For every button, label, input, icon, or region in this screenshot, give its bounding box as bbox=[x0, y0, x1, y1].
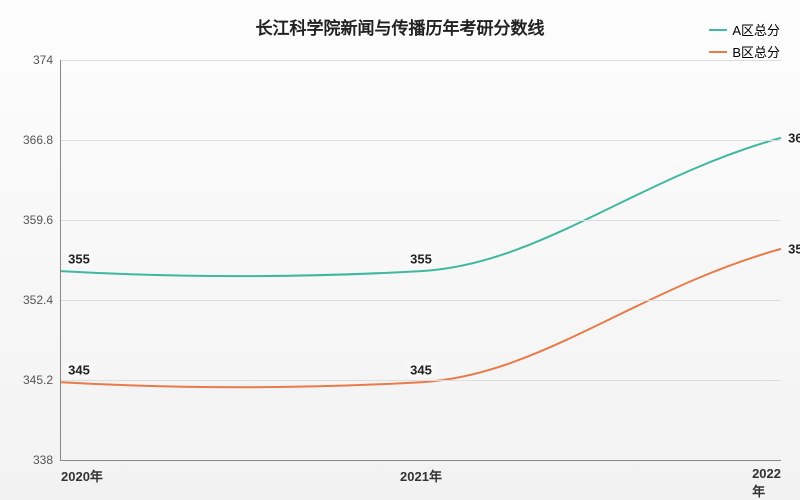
gridline bbox=[61, 60, 781, 61]
x-axis-label: 2021年 bbox=[400, 460, 442, 485]
data-label: 357 bbox=[785, 241, 800, 256]
y-axis-label: 352.4 bbox=[23, 293, 61, 307]
chart-title: 长江科学院新闻与传播历年考研分数线 bbox=[256, 14, 545, 39]
legend-label-b: B区总分 bbox=[732, 42, 780, 61]
y-axis-label: 366.8 bbox=[23, 133, 61, 147]
y-axis-label: 374 bbox=[33, 53, 61, 67]
y-axis-label: 338 bbox=[33, 453, 61, 467]
y-axis-label: 345.2 bbox=[23, 373, 61, 387]
legend-swatch-a bbox=[709, 29, 727, 31]
data-label: 367 bbox=[785, 130, 800, 145]
x-axis-label: 2022年 bbox=[752, 460, 781, 500]
legend-item-b: B区总分 bbox=[709, 42, 780, 61]
plot-area: 338345.2352.4359.6366.83742020年2021年2022… bbox=[60, 60, 781, 461]
x-axis-label: 2020年 bbox=[61, 460, 103, 485]
y-axis-label: 359.6 bbox=[23, 213, 61, 227]
data-label: 355 bbox=[407, 252, 435, 267]
chart-container: 长江科学院新闻与传播历年考研分数线 A区总分 B区总分 338345.2352.… bbox=[0, 0, 800, 500]
legend: A区总分 B区总分 bbox=[709, 20, 780, 64]
gridline bbox=[61, 140, 781, 141]
gridline bbox=[61, 380, 781, 381]
legend-label-a: A区总分 bbox=[732, 20, 780, 39]
data-label: 345 bbox=[65, 363, 93, 378]
legend-swatch-b bbox=[709, 51, 727, 53]
data-label: 345 bbox=[407, 363, 435, 378]
gridline bbox=[61, 300, 781, 301]
legend-item-a: A区总分 bbox=[709, 20, 780, 39]
gridline bbox=[61, 220, 781, 221]
data-label: 355 bbox=[65, 252, 93, 267]
